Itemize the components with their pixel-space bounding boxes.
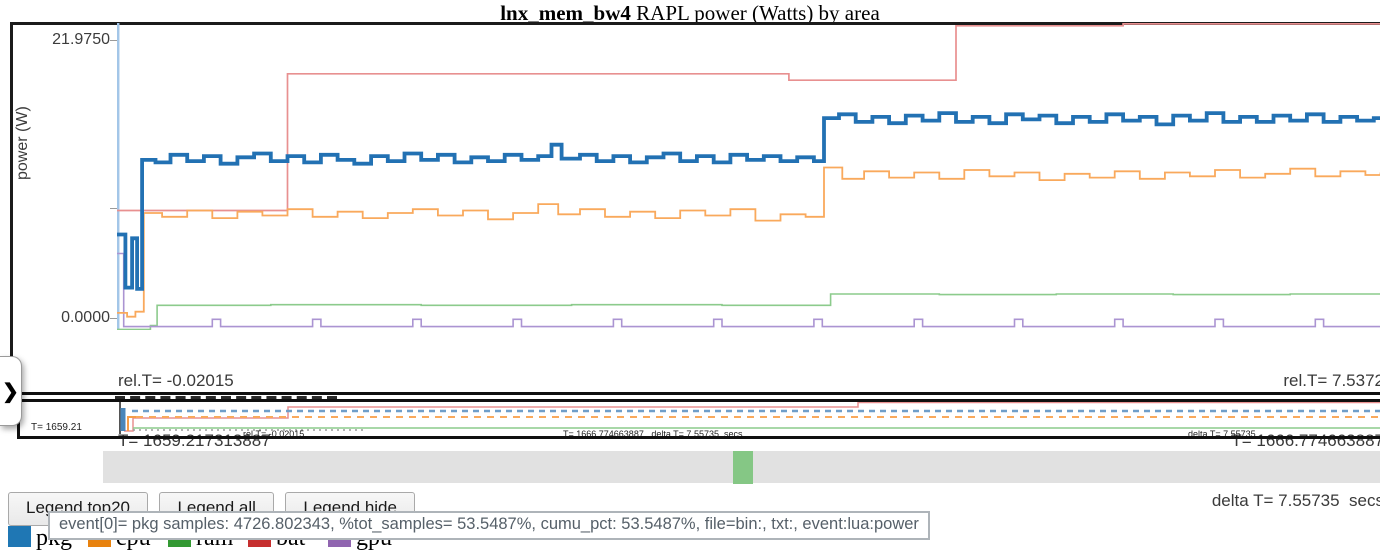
y-tick-mark-top bbox=[110, 40, 117, 41]
series-line-cpu bbox=[117, 166, 1380, 318]
rel-t-start: rel.T= -0.02015 bbox=[118, 371, 234, 390]
rel-t-end: rel.T= 7.5372 bbox=[1283, 371, 1380, 390]
overview-navigator[interactable]: T= 1659.21 rel.T= -0.02015 T= 1666.7746638… bbox=[17, 402, 1380, 439]
series-line-bat bbox=[117, 23, 1380, 212]
time-scrollbar-thumb[interactable] bbox=[733, 451, 753, 484]
y-tick-mark-mid bbox=[110, 208, 117, 209]
time-annotation-right: rel.T= 7.5372 T= 1666.774663887 delta T=… bbox=[1212, 331, 1380, 551]
overview-cpu-mini-start bbox=[127, 416, 136, 431]
y-axis-title: power (W) bbox=[14, 106, 31, 180]
clipped-tick-text bbox=[115, 396, 337, 401]
chart-frame-left-border bbox=[10, 22, 13, 380]
overview-clipped-text-0: T= 1659.21 bbox=[31, 422, 82, 433]
series-line-pkg bbox=[117, 111, 1380, 291]
abs-t-start: T= 1659.217313887 bbox=[118, 431, 271, 450]
title-run-name: lnx_mem_bw4 bbox=[500, 1, 631, 25]
sidebar-expander-tab[interactable]: ❯ bbox=[0, 356, 22, 426]
overview-clipped-text-3: delta T= 7.55735 bbox=[1188, 429, 1256, 439]
abs-t-end: T= 1666.774663887 bbox=[1231, 431, 1380, 450]
y-tick-bottom: 0.0000 bbox=[61, 309, 110, 326]
main-power-chart[interactable] bbox=[117, 23, 1380, 330]
y-tick-top: 21.9750 bbox=[52, 31, 110, 48]
chevron-right-icon: ❯ bbox=[2, 380, 19, 403]
series-line-gpu bbox=[117, 252, 1380, 328]
overview-clipped-text-2: T= 1666.774663887 delta T= 7.55735 secs bbox=[563, 429, 743, 439]
series-line-ram bbox=[117, 293, 1380, 330]
overview-clipped-text-1: rel.T= -0.02015 bbox=[243, 429, 305, 439]
chart-frame-top-border bbox=[10, 22, 1380, 25]
time-annotation-left: rel.T= -0.02015 T= 1659.217313887 bbox=[118, 331, 271, 491]
page-title: lnx_mem_bw4 RAPL power (Watts) by area bbox=[0, 1, 1380, 26]
overview-bat-mini bbox=[124, 402, 1380, 432]
overview-mini-chart bbox=[119, 402, 1380, 434]
legend-swatch-pkg bbox=[8, 526, 31, 547]
delta-t: delta T= 7.55735 secs bbox=[1211, 491, 1380, 510]
event-tooltip: event[0]= pkg samples: 4726.802343, %tot… bbox=[48, 511, 930, 540]
title-suffix: RAPL power (Watts) by area bbox=[630, 1, 880, 25]
separator-line-bottom bbox=[20, 399, 1380, 402]
separator-line-top bbox=[20, 392, 1380, 395]
y-tick-mark-bottom bbox=[110, 318, 117, 319]
